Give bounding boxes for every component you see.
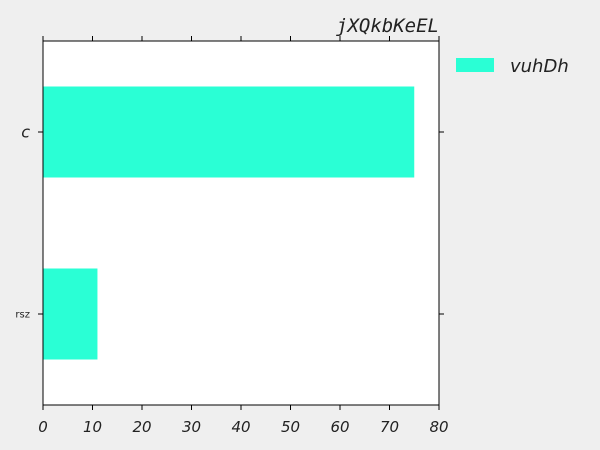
legend-label: vuhDh	[510, 56, 569, 77]
x-tick-label: 20	[132, 418, 151, 436]
x-tick-label: 70	[380, 418, 399, 436]
legend: vuhDh	[456, 56, 569, 77]
x-tick-label: 0	[38, 418, 48, 436]
x-tick-label: 30	[182, 418, 201, 436]
bar-group	[43, 86, 415, 360]
y-axis-ticks: rsz c	[15, 123, 444, 321]
x-tick-label: 40	[231, 418, 250, 436]
bar-c	[43, 86, 415, 178]
x-tick-label: 80	[429, 418, 448, 436]
y-tick-label: c	[21, 123, 30, 142]
bar-rsz	[43, 268, 98, 360]
chart-title: jXQkbKeEL	[336, 15, 439, 37]
plot-frame	[42, 40, 440, 406]
x-tick-label: 10	[83, 418, 102, 436]
y-tick-label: rsz	[15, 310, 30, 321]
x-tick-label: 60	[330, 418, 349, 436]
x-axis-ticks: 0 10 20 30 40 50 60 70 80	[38, 36, 449, 436]
x-tick-label: 50	[281, 418, 300, 436]
legend-swatch	[456, 58, 494, 72]
